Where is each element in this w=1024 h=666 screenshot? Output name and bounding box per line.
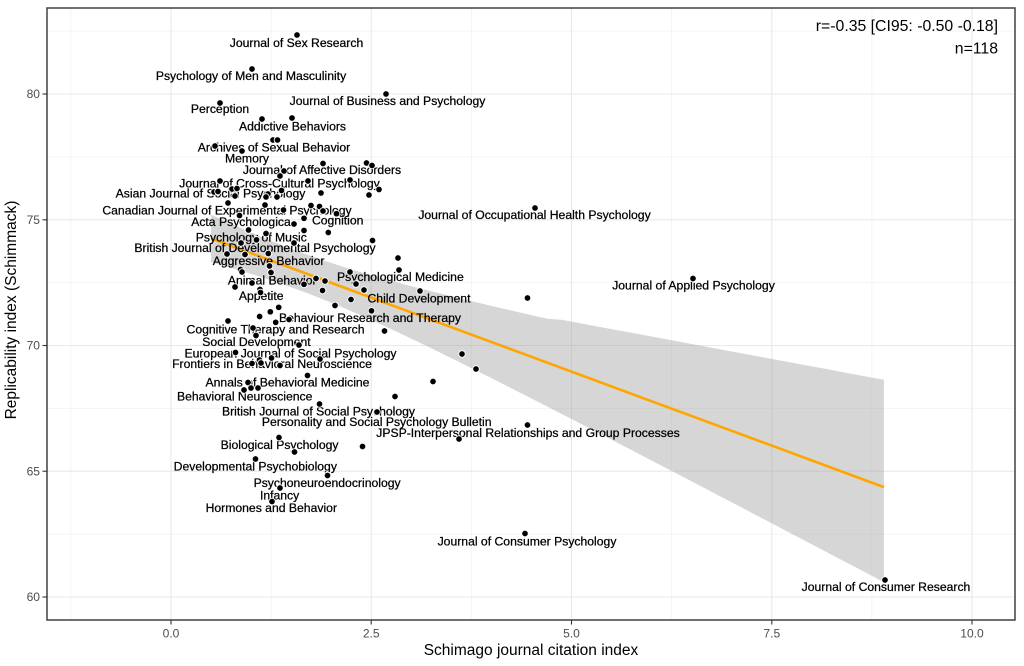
svg-text:Journal of Occupational Health: Journal of Occupational Health Psycholog…: [418, 208, 651, 222]
svg-text:2.5: 2.5: [363, 627, 380, 641]
svg-text:Hormones and Behavior: Hormones and Behavior: [206, 501, 337, 515]
svg-text:Psychology of Music: Psychology of Music: [196, 230, 307, 244]
svg-text:Journal of Business and Psycho: Journal of Business and Psychology: [290, 94, 487, 108]
svg-text:Developmental Psychobiology: Developmental Psychobiology: [174, 459, 338, 473]
svg-text:Journal of Sex Research: Journal of Sex Research: [230, 36, 363, 50]
svg-text:Replicability index (Schimmack: Replicability index (Schimmack): [3, 201, 20, 420]
svg-text:Memory: Memory: [225, 152, 270, 166]
svg-text:Cognitive Therapy and Research: Cognitive Therapy and Research: [187, 323, 365, 337]
svg-text:Journal of Applied Psychology: Journal of Applied Psychology: [612, 279, 776, 293]
svg-text:0.0: 0.0: [163, 627, 180, 641]
svg-text:75: 75: [27, 213, 41, 227]
svg-text:65: 65: [27, 464, 41, 478]
svg-text:Addictive Behaviors: Addictive Behaviors: [239, 120, 346, 134]
svg-text:7.5: 7.5: [763, 627, 780, 641]
svg-text:Archives of Sexual Behavior: Archives of Sexual Behavior: [198, 141, 350, 155]
svg-text:Behavioral Neuroscience: Behavioral Neuroscience: [177, 390, 313, 404]
svg-text:British Journal of Social Psyc: British Journal of Social Psychology: [222, 405, 416, 419]
svg-text:Personality and Social Psychol: Personality and Social Psychology Bullet…: [262, 415, 492, 429]
svg-text:Journal of Consumer Psychology: Journal of Consumer Psychology: [438, 535, 618, 549]
svg-text:Annals of Behavioral Medicine: Annals of Behavioral Medicine: [206, 376, 370, 390]
svg-text:Psychology of Men and Masculin: Psychology of Men and Masculinity: [156, 69, 347, 83]
svg-text:5.0: 5.0: [563, 627, 580, 641]
svg-text:Psychoneuroendocrinology: Psychoneuroendocrinology: [254, 476, 402, 490]
svg-text:Acta Psychologica: Acta Psychologica: [191, 215, 291, 229]
svg-text:Journal of Consumer Research: Journal of Consumer Research: [802, 580, 971, 594]
svg-text:80: 80: [27, 87, 41, 101]
svg-text:Aggressive Behavior: Aggressive Behavior: [213, 254, 325, 268]
svg-text:Cognition: Cognition: [312, 214, 364, 228]
svg-text:10.0: 10.0: [960, 627, 984, 641]
svg-text:Schimago journal citation inde: Schimago journal citation index: [424, 642, 639, 659]
svg-text:JPSP-Interpersonal Relationshi: JPSP-Interpersonal Relationships and Gro…: [376, 426, 680, 440]
svg-text:n=118: n=118: [955, 41, 998, 58]
svg-text:Canadian Journal of Experiment: Canadian Journal of Experimental Psychol…: [102, 203, 352, 217]
svg-text:Psychological Medicine: Psychological Medicine: [337, 270, 464, 284]
svg-text:Perception: Perception: [191, 102, 249, 116]
svg-text:60: 60: [27, 590, 41, 604]
svg-text:Social Development: Social Development: [202, 335, 311, 349]
svg-text:Behaviour Research and Therapy: Behaviour Research and Therapy: [279, 311, 462, 325]
svg-text:Biological Psychology: Biological Psychology: [221, 438, 340, 452]
svg-text:r=-0.35 [CI95: -0.50 -0.18]: r=-0.35 [CI95: -0.50 -0.18]: [816, 18, 998, 35]
svg-text:70: 70: [27, 339, 41, 353]
svg-text:British Journal of Development: British Journal of Developmental Psychol…: [134, 241, 376, 255]
svg-text:Child Development: Child Development: [368, 291, 472, 305]
